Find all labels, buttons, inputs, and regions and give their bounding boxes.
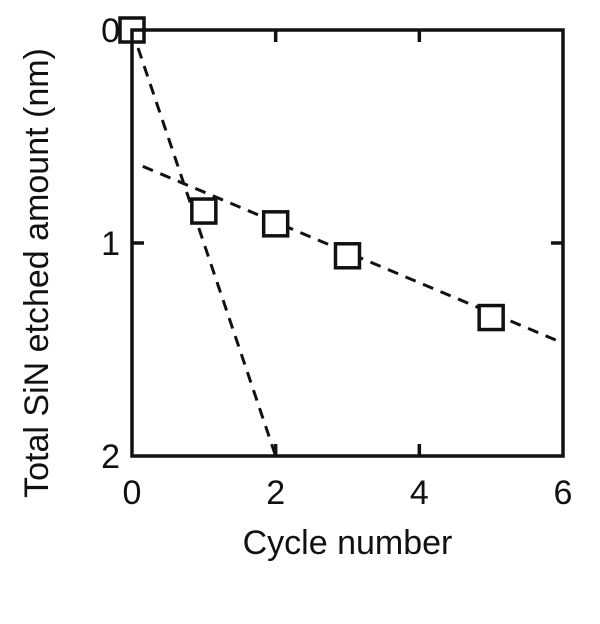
data-point (477, 303, 505, 332)
y-tick-label: 0 (101, 12, 120, 50)
x-tick-label: 0 (123, 474, 142, 512)
axis-ticks (132, 30, 563, 456)
y-tick-label: 2 (101, 438, 120, 476)
fit-line-1 (130, 29, 278, 457)
data-point (333, 242, 362, 270)
y-axis-title: Total SiN etched amount (nm) (18, 48, 56, 498)
x-tick-label: 4 (410, 474, 429, 512)
x-axis-title: Cycle number (243, 524, 453, 562)
data-point (261, 210, 290, 238)
data-points (118, 16, 505, 332)
x-tick-label: 6 (554, 474, 573, 512)
y-tick-label: 1 (101, 225, 120, 263)
x-tick-label: 2 (266, 474, 285, 512)
data-point (190, 197, 218, 225)
